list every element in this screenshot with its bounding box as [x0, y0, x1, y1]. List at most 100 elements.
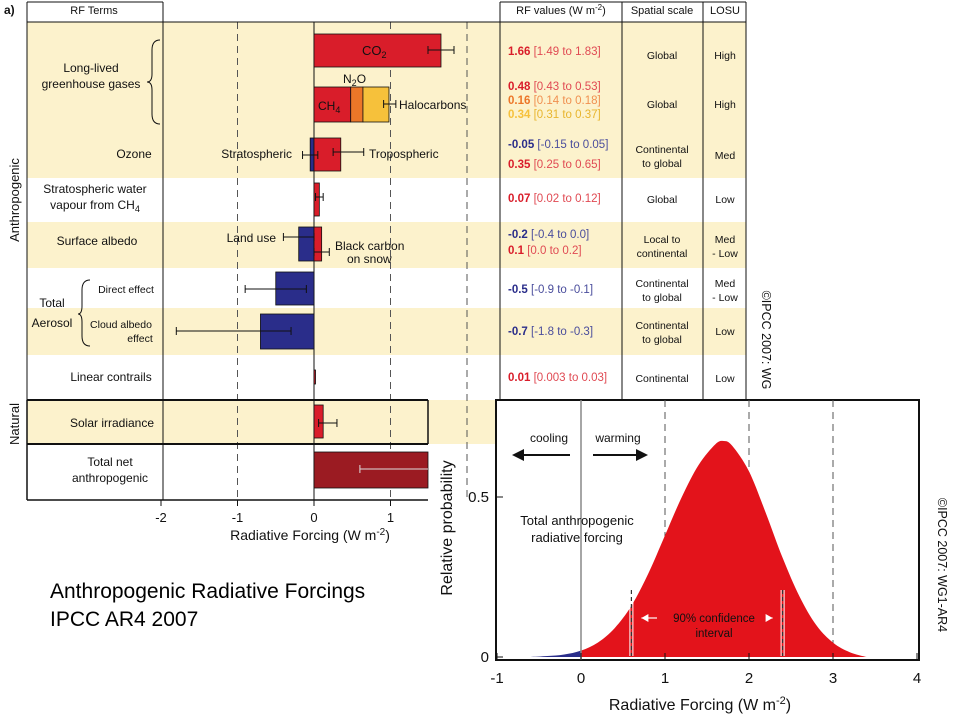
panel-label: a) [4, 3, 15, 17]
bar-ch4 [313, 86, 352, 123]
y-tick-label-b: 0.5 [468, 489, 489, 506]
spatial-scale: to global [642, 334, 682, 346]
spatial-scale: Local to [644, 234, 681, 246]
bar-label-black-carbon-2: on snow [347, 252, 392, 266]
spatial-scale: Continental [635, 144, 688, 156]
rf-value-row: -0.7 [-1.8 to -0.3] [508, 326, 593, 338]
losu-value: - Low [712, 292, 738, 304]
rf-value-row: 0.16 [0.14 to 0.18] [508, 95, 601, 107]
bar-black-carbon [313, 226, 323, 262]
probability-chart: 90% confidence interval cooling warming Tota… [439, 399, 949, 714]
arrowhead-cooling [512, 449, 524, 461]
caption: Anthropogenic Radiative Forcings IPCC AR… [50, 578, 365, 634]
term-solar: Solar irradiance [70, 416, 154, 430]
brace-aerosol [77, 279, 91, 347]
term-total-aerosol-1: Total [39, 296, 64, 310]
bar-label-ch4: CH4 [318, 99, 340, 115]
x-axis-title-b: Radiative Forcing (W m-2) [609, 695, 791, 714]
x-tick-label-b: 4 [913, 670, 921, 687]
term-strat-water-1: Stratospheric water [43, 182, 146, 196]
x-tick-label-b: 3 [829, 670, 837, 687]
probability-area [581, 440, 867, 657]
term-direct-effect: Direct effect [98, 284, 154, 296]
rf-value-row: 0.07 [0.02 to 0.12] [508, 193, 601, 205]
losu-value: Med [715, 150, 736, 162]
losu-value: Low [715, 373, 735, 385]
term-ozone: Ozone [116, 147, 152, 161]
term-contrails: Linear contrails [70, 370, 151, 384]
bar-label-halocarbons: Halocarbons [399, 98, 466, 112]
bar-co2 [313, 33, 442, 68]
rf-value-row: -0.05 [-0.15 to 0.05] [508, 139, 608, 151]
y-axis-title-b: Relative probability [439, 460, 456, 595]
spatial-scale: Global [647, 99, 677, 111]
rf-value-row: 0.35 [0.25 to 0.65] [508, 159, 601, 171]
label-cooling: cooling [530, 431, 568, 445]
losu-value: High [714, 99, 736, 111]
forcing-bars [175, 33, 455, 489]
spatial-scale: Continental [635, 373, 688, 385]
losu-value: Med [715, 234, 736, 246]
term-strat-water-2: vapour from CH4 [50, 198, 140, 214]
rf-value-row: 0.34 [0.31 to 0.37] [508, 109, 601, 121]
term-total-net-1: Total net [87, 455, 133, 469]
term-cloud-albedo-1: Cloud albedo [90, 319, 152, 331]
rf-value-row: 0.01 [0.003 to 0.03] [508, 372, 607, 384]
term-total-aerosol-2: Aerosol [32, 316, 73, 330]
spatial-scale: Global [647, 194, 677, 206]
x-tick-label-b: -1 [490, 670, 503, 687]
term-llghg-2: greenhouse gases [42, 77, 141, 91]
rf-value-row: -0.5 [-0.9 to -0.1] [508, 284, 593, 296]
arrowhead-warming [636, 449, 648, 461]
term-total-net-2: anthropogenic [72, 471, 148, 485]
curve-label-2: radiative forcing [531, 530, 623, 545]
x-tick-label: 1 [387, 510, 394, 525]
bar-label-tropospheric: Tropospheric [369, 147, 439, 161]
losu-value: Low [715, 326, 735, 338]
rf-value-row: 0.48 [0.43 to 0.53] [508, 81, 601, 93]
losu-value: High [714, 50, 736, 62]
spatial-scale: Global [647, 50, 677, 62]
label-warming: warming [594, 431, 640, 445]
y-tick-label-b: 0 [481, 649, 489, 666]
spatial-scale: Continental [635, 320, 688, 332]
bar-label-co2: CO2 [362, 43, 387, 60]
losu-value: - Low [712, 248, 738, 260]
spatial-scale: Continental [635, 278, 688, 290]
row-band [27, 222, 746, 268]
ci-label-1: 90% confidence [673, 613, 755, 625]
rf-value-row: 1.66 [1.49 to 1.83] [508, 46, 601, 58]
ci-arrowhead [765, 614, 773, 622]
table-frame [26, 1, 747, 506]
bar-tropospheric-ozone [313, 137, 342, 172]
bar-land-use [298, 226, 315, 262]
x-tick-label: -2 [155, 510, 167, 525]
x-tick-label-b: 0 [577, 670, 585, 687]
rf-value-row: -0.2 [-0.4 to 0.0] [508, 229, 589, 241]
spatial-scale: to global [642, 292, 682, 304]
header-rf-terms: RF Terms [70, 5, 118, 17]
bar-label-stratospheric: Stratospheric [221, 147, 292, 161]
term-surface-albedo: Surface albedo [57, 234, 138, 248]
group-natural: Natural [7, 403, 22, 445]
spatial-scale: to global [642, 158, 682, 170]
bar-total-net [313, 451, 429, 489]
x-tick-label-b: 2 [745, 670, 753, 687]
spatial-scale: continental [637, 248, 688, 260]
losu-value: Med [715, 278, 736, 290]
x-axis-title-a: Radiative Forcing (W m-2) [230, 527, 390, 543]
term-cloud-albedo-2: effect [127, 333, 153, 345]
x-tick-label: 0 [310, 510, 317, 525]
rf-value-row: 0.1 [0.0 to 0.2] [508, 245, 582, 257]
ci-label-2: interval [695, 628, 732, 640]
probability-area-negative [530, 650, 581, 657]
x-tick-label-b: 1 [661, 670, 669, 687]
copyright-left: ©IPCC 2007: WG [759, 291, 773, 390]
ci-arrowhead [641, 614, 649, 622]
group-anthropogenic: Anthropogenic [7, 158, 22, 242]
row-band [27, 132, 746, 178]
bar-label-n2o: N2O [343, 72, 366, 88]
header-spatial: Spatial scale [631, 5, 693, 17]
